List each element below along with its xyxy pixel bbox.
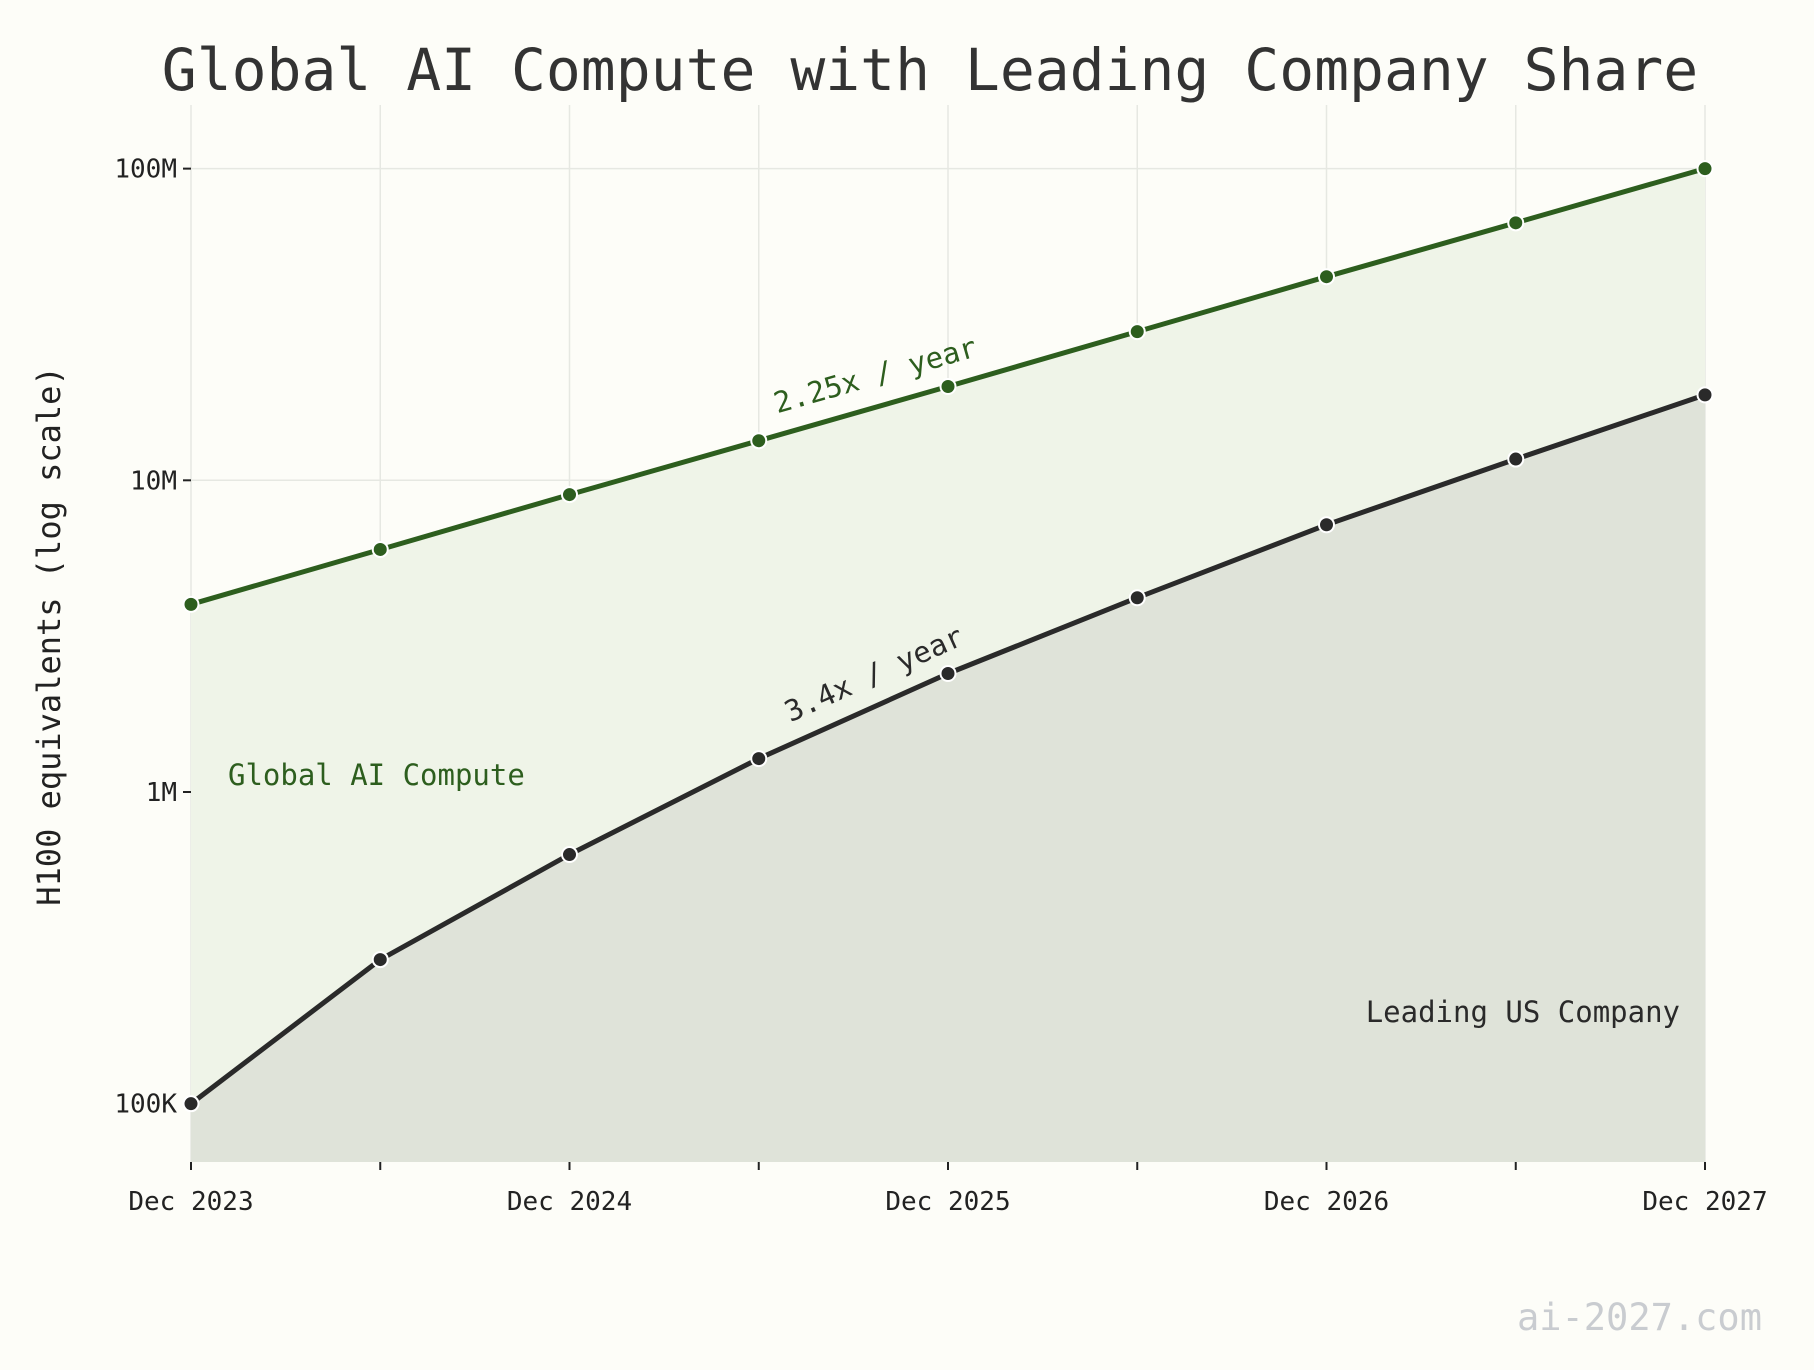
point-leading-us-company xyxy=(371,951,389,969)
y-tick-label: 1M xyxy=(146,778,177,808)
y-tick-label: 100K xyxy=(114,1090,177,1120)
point-global-ai-compute xyxy=(1507,214,1525,232)
point-leading-us-company xyxy=(750,750,768,768)
x-tick-label: Dec 2025 xyxy=(885,1187,1010,1217)
point-global-ai-compute xyxy=(371,540,389,558)
point-global-ai-compute xyxy=(1128,323,1146,341)
point-leading-us-company xyxy=(939,664,957,682)
series-label-global-ai-compute: Global AI Compute xyxy=(228,758,525,792)
point-leading-us-company xyxy=(561,846,578,864)
point-leading-us-company xyxy=(182,1095,200,1113)
point-global-ai-compute xyxy=(561,486,578,504)
area-leading-us-company xyxy=(191,394,1705,1162)
point-leading-us-company xyxy=(1318,516,1335,534)
x-tick-label: Dec 2026 xyxy=(1264,1187,1389,1217)
point-global-ai-compute xyxy=(750,432,768,450)
y-tick-label: 10M xyxy=(130,466,177,496)
point-global-ai-compute xyxy=(939,377,957,395)
area-global-ai-compute xyxy=(191,168,1705,1104)
data-points xyxy=(182,160,1714,1113)
point-leading-us-company xyxy=(1696,386,1714,404)
x-tick-label: Dec 2024 xyxy=(507,1187,632,1217)
watermark: ai-2027.com xyxy=(1517,1296,1762,1339)
point-leading-us-company xyxy=(1507,450,1525,468)
point-global-ai-compute xyxy=(182,595,200,613)
y-tick-label: 100M xyxy=(114,155,177,185)
area-fills xyxy=(191,168,1705,1162)
series-label-leading-us-company: Leading US Company xyxy=(1366,995,1680,1029)
axes: 100K 1M 10M 100M Dec 2023 Dec 2024 Dec 2025 Dec… xyxy=(114,155,1767,1217)
point-global-ai-compute xyxy=(1696,160,1714,178)
point-global-ai-compute xyxy=(1318,268,1335,286)
x-tick-label: Dec 2027 xyxy=(1642,1187,1767,1217)
x-tick-label: Dec 2023 xyxy=(128,1187,253,1217)
chart-title: Global AI Compute with Leading Company S… xyxy=(162,36,1698,104)
point-leading-us-company xyxy=(1128,589,1146,607)
y-axis-label: H100 equivalents (log scale) xyxy=(30,366,68,905)
